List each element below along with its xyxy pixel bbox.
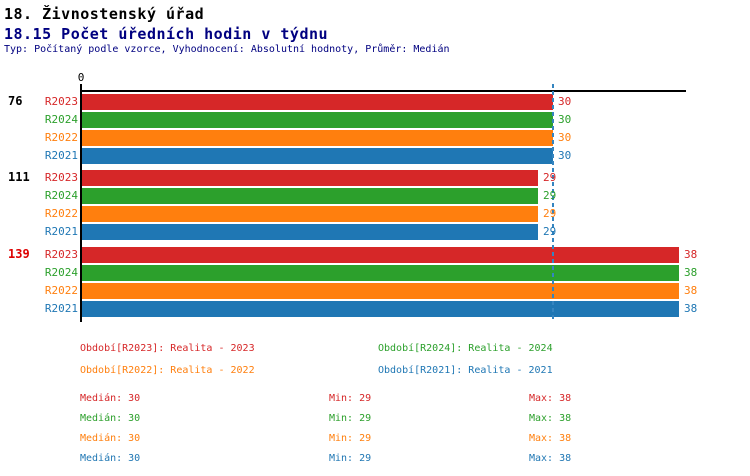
category-label-111: 111 (8, 170, 30, 184)
stat-max-R2022: Max: 38 (529, 433, 572, 444)
stat-median-R2021: Medián: 30 (80, 453, 141, 464)
bar-value-label-R2024-111: 29 (543, 189, 557, 202)
bar-R2024-76 (82, 112, 553, 128)
chart-config-line: Typ: Počítaný podle vzorce, Vyhodnocení:… (4, 44, 450, 55)
bar-value-label-R2024-139: 38 (684, 266, 698, 279)
bar-R2023-139 (82, 247, 679, 263)
page-title: 18. Živnostenský úřad (4, 5, 205, 23)
category-label-76: 76 (8, 94, 23, 108)
series-label-R2022: R2022 (44, 131, 78, 144)
bar-R2024-139 (82, 265, 679, 281)
bar-value-label-R2021-139: 38 (684, 302, 698, 315)
bar-value-label-R2021-76: 30 (558, 149, 572, 162)
series-label-R2024: R2024 (44, 113, 78, 126)
stat-median-R2022: Medián: 30 (80, 433, 141, 444)
bar-value-label-R2023-139: 38 (684, 248, 698, 261)
bar-R2024-111 (82, 188, 538, 204)
bar-value-label-R2022-76: 30 (558, 131, 572, 144)
bar-R2022-139 (82, 283, 679, 299)
series-label-R2021: R2021 (44, 225, 78, 238)
stat-max-R2023: Max: 38 (529, 393, 572, 404)
bar-R2021-111 (82, 224, 538, 240)
x-axis-line (80, 90, 686, 92)
bar-R2021-76 (82, 148, 553, 164)
bar-value-label-R2023-111: 29 (543, 171, 557, 184)
chart-subtitle: 18.15 Počet úředních hodin v týdnu (4, 25, 329, 43)
legend-item-R2021: Období[R2021]: Realita - 2021 (378, 365, 553, 376)
x-axis-zero-label: 0 (77, 71, 85, 84)
bar-R2023-76 (82, 94, 553, 110)
legend-item-R2022: Období[R2022]: Realita - 2022 (80, 365, 255, 376)
series-label-R2021: R2021 (44, 302, 78, 315)
y-axis-line (80, 84, 82, 322)
bar-value-label-R2022-111: 29 (543, 207, 557, 220)
series-label-R2023: R2023 (44, 95, 78, 108)
bar-value-label-R2023-76: 30 (558, 95, 572, 108)
bar-R2023-111 (82, 170, 538, 186)
median-reference-line (552, 84, 554, 322)
stat-max-R2024: Max: 38 (529, 413, 572, 424)
stat-min-R2022: Min: 29 (329, 433, 372, 444)
bar-R2021-139 (82, 301, 679, 317)
stat-min-R2024: Min: 29 (329, 413, 372, 424)
series-label-R2024: R2024 (44, 266, 78, 279)
legend-item-R2024: Období[R2024]: Realita - 2024 (378, 343, 553, 354)
series-label-R2022: R2022 (44, 284, 78, 297)
stat-min-R2021: Min: 29 (329, 453, 372, 464)
series-label-R2023: R2023 (44, 171, 78, 184)
category-label-139: 139 (8, 247, 30, 261)
stat-max-R2021: Max: 38 (529, 453, 572, 464)
bar-value-label-R2022-139: 38 (684, 284, 698, 297)
series-label-R2024: R2024 (44, 189, 78, 202)
stat-median-R2023: Medián: 30 (80, 393, 141, 404)
stat-min-R2023: Min: 29 (329, 393, 372, 404)
bar-value-label-R2021-111: 29 (543, 225, 557, 238)
series-label-R2021: R2021 (44, 149, 78, 162)
series-label-R2023: R2023 (44, 248, 78, 261)
series-label-R2022: R2022 (44, 207, 78, 220)
bar-R2022-76 (82, 130, 553, 146)
stat-median-R2024: Medián: 30 (80, 413, 141, 424)
bar-value-label-R2024-76: 30 (558, 113, 572, 126)
bar-R2022-111 (82, 206, 538, 222)
legend-item-R2023: Období[R2023]: Realita - 2023 (80, 343, 255, 354)
